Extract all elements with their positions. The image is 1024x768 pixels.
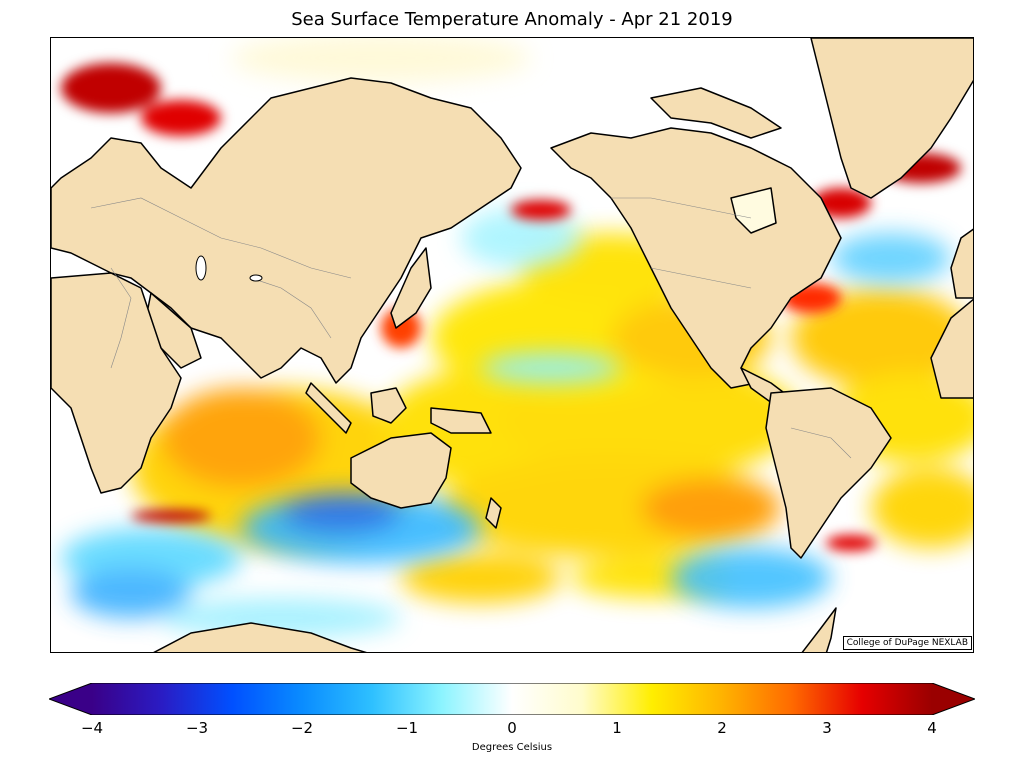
sumatra (305, 382, 352, 434)
colorbar-tick-label: −3 (185, 719, 209, 737)
africa-east-edge (930, 298, 973, 399)
colorbar-tick-label: −4 (80, 719, 104, 737)
map-canvas: College of DuPage NEXLAB (51, 38, 973, 652)
africa (51, 272, 182, 494)
antarctic-peninsula (801, 607, 837, 652)
colorbar-tick-label: −2 (290, 719, 314, 737)
new-guinea (430, 407, 492, 434)
political-borders (90, 197, 852, 459)
colorbar-tick-label: 4 (927, 719, 937, 737)
colorbar-tick-label: 0 (507, 719, 517, 737)
eurasia (51, 77, 522, 384)
colorbar-body (49, 683, 975, 715)
lakes (195, 255, 263, 282)
australia (350, 432, 452, 509)
colorbar-tick-label: −1 (395, 719, 419, 737)
colorbar-tick-label: 3 (822, 719, 832, 737)
colorbar-tick-label: 2 (717, 719, 727, 737)
borneo (370, 387, 407, 424)
map-title: Sea Surface Temperature Anomaly - Apr 21… (291, 9, 733, 30)
new-zealand (485, 497, 502, 529)
antarctica (153, 622, 367, 652)
europe-east-edge (950, 228, 973, 299)
credit-label: College of DuPage NEXLAB (842, 636, 972, 650)
sst-anomaly-map: College of DuPage NEXLAB (50, 37, 974, 653)
greenland (810, 38, 973, 199)
land-masses (51, 38, 973, 652)
anomaly-field (51, 38, 973, 652)
colorbar-tick-label: 1 (612, 719, 622, 737)
japan (390, 247, 432, 329)
south-america (765, 387, 892, 559)
colorbar-label: Degrees Celsius (471, 742, 553, 753)
arctic-islands (650, 87, 782, 139)
colorbar (49, 683, 975, 715)
